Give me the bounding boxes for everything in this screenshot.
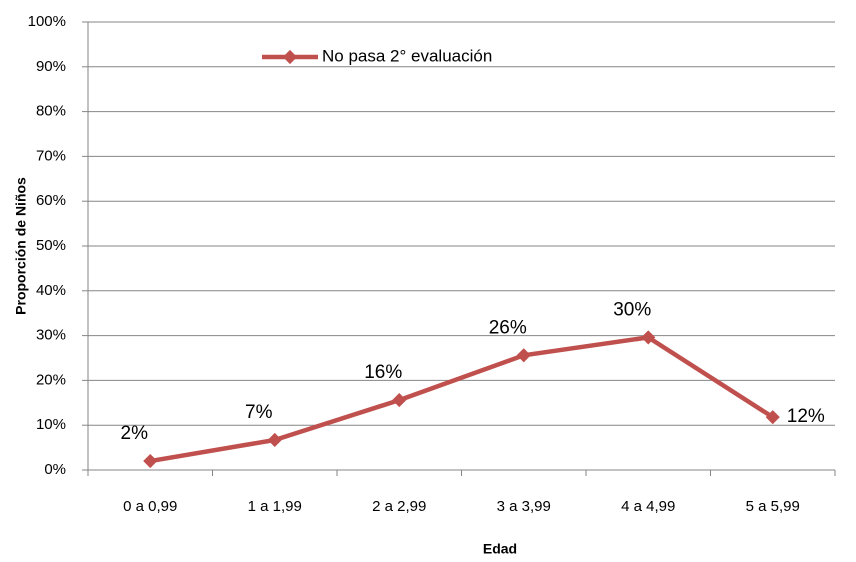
y-tick-label: 60% <box>36 192 66 209</box>
y-tick-label: 10% <box>36 416 66 433</box>
y-tick-label: 80% <box>36 103 66 120</box>
y-axis-title: Proporción de Niños <box>13 177 29 315</box>
y-tick-label: 20% <box>36 371 66 388</box>
data-label: 16% <box>364 362 402 383</box>
marker <box>143 453 158 469</box>
data-label: 12% <box>787 406 825 427</box>
x-tick-label: 2 a 2,99 <box>372 498 426 515</box>
x-axis-title: Edad <box>483 541 517 557</box>
x-tick-label: 4 a 4,99 <box>621 498 675 515</box>
x-tick-label: 5 a 5,99 <box>746 498 800 515</box>
x-tick-label: 0 a 0,99 <box>123 498 177 515</box>
x-tick-label: 1 a 1,99 <box>248 498 302 515</box>
legend-label: No pasa 2° evaluación <box>322 46 492 65</box>
data-label: 7% <box>245 402 273 423</box>
y-tick-label: 70% <box>36 147 66 164</box>
data-label: 30% <box>613 299 651 320</box>
marker <box>765 410 780 425</box>
marker <box>392 393 407 408</box>
y-tick-label: 90% <box>36 58 66 75</box>
series-line <box>149 335 774 464</box>
data-label: 26% <box>489 317 527 338</box>
data-label: 2% <box>121 423 149 444</box>
y-tick-label: 30% <box>36 327 66 344</box>
x-tick-label: 3 a 3,99 <box>497 498 551 515</box>
marker <box>641 330 656 345</box>
y-tick-label: 40% <box>36 282 66 299</box>
y-tick-label: 50% <box>36 237 66 254</box>
legend-marker <box>282 49 298 65</box>
y-tick-label: 0% <box>44 461 66 478</box>
marker <box>267 432 282 448</box>
y-tick-label: 100% <box>28 13 66 30</box>
marker <box>516 348 531 363</box>
